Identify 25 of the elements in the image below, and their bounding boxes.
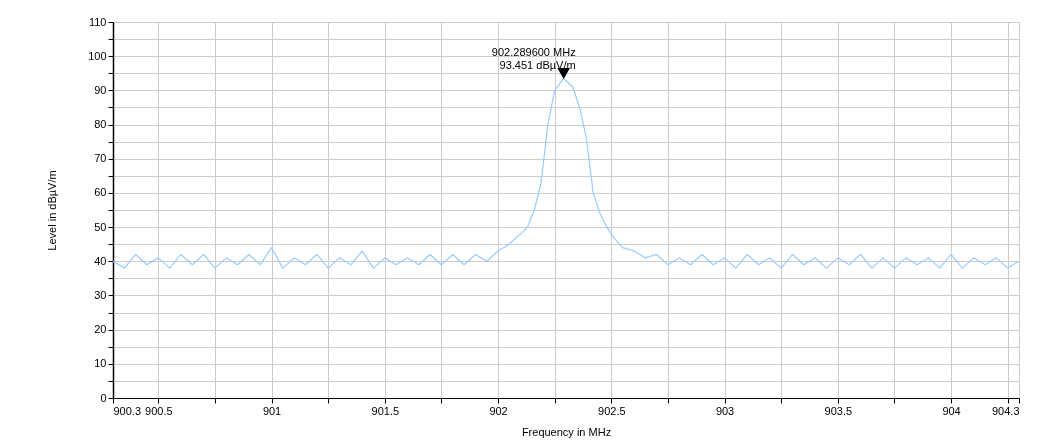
y-tick-label: 70 [94, 152, 107, 165]
y-tick-label: 30 [94, 288, 107, 301]
y-tick-label: 20 [94, 323, 107, 336]
x-axis-title: Frequency in MHz [521, 425, 612, 438]
x-tick-label: 900.5 [145, 404, 173, 417]
annotation: 902.289600 MHz 93.451 dBµV/m [491, 45, 576, 71]
y-tick-label: 110 [88, 15, 107, 28]
x-tick-label: 902 [489, 404, 508, 417]
x-tick-label: 903.5 [824, 404, 853, 417]
x-tick-label: 903 [715, 404, 735, 417]
y-tick-label: 10 [94, 357, 107, 370]
y-tick-label: 40 [94, 254, 107, 267]
y-axis-title: Level in dBµV/m [46, 170, 59, 251]
y-tick-label: 60 [94, 186, 107, 199]
y-tick-label: 50 [94, 220, 107, 233]
y-tick-label: 90 [94, 83, 107, 96]
x-tick-label: 904.3 [991, 404, 1020, 417]
x-tick-label: 901 [262, 404, 282, 417]
x-tick-label: 900.3 [113, 404, 142, 417]
y-tick-label: 80 [94, 118, 107, 131]
y-tick-label: 100 [88, 49, 107, 62]
x-tick-label: 904 [942, 404, 961, 417]
x-tick-label: 902.5 [598, 404, 626, 417]
y-tick-label: 0 [100, 391, 107, 404]
x-tick-label: 901.5 [371, 404, 400, 417]
